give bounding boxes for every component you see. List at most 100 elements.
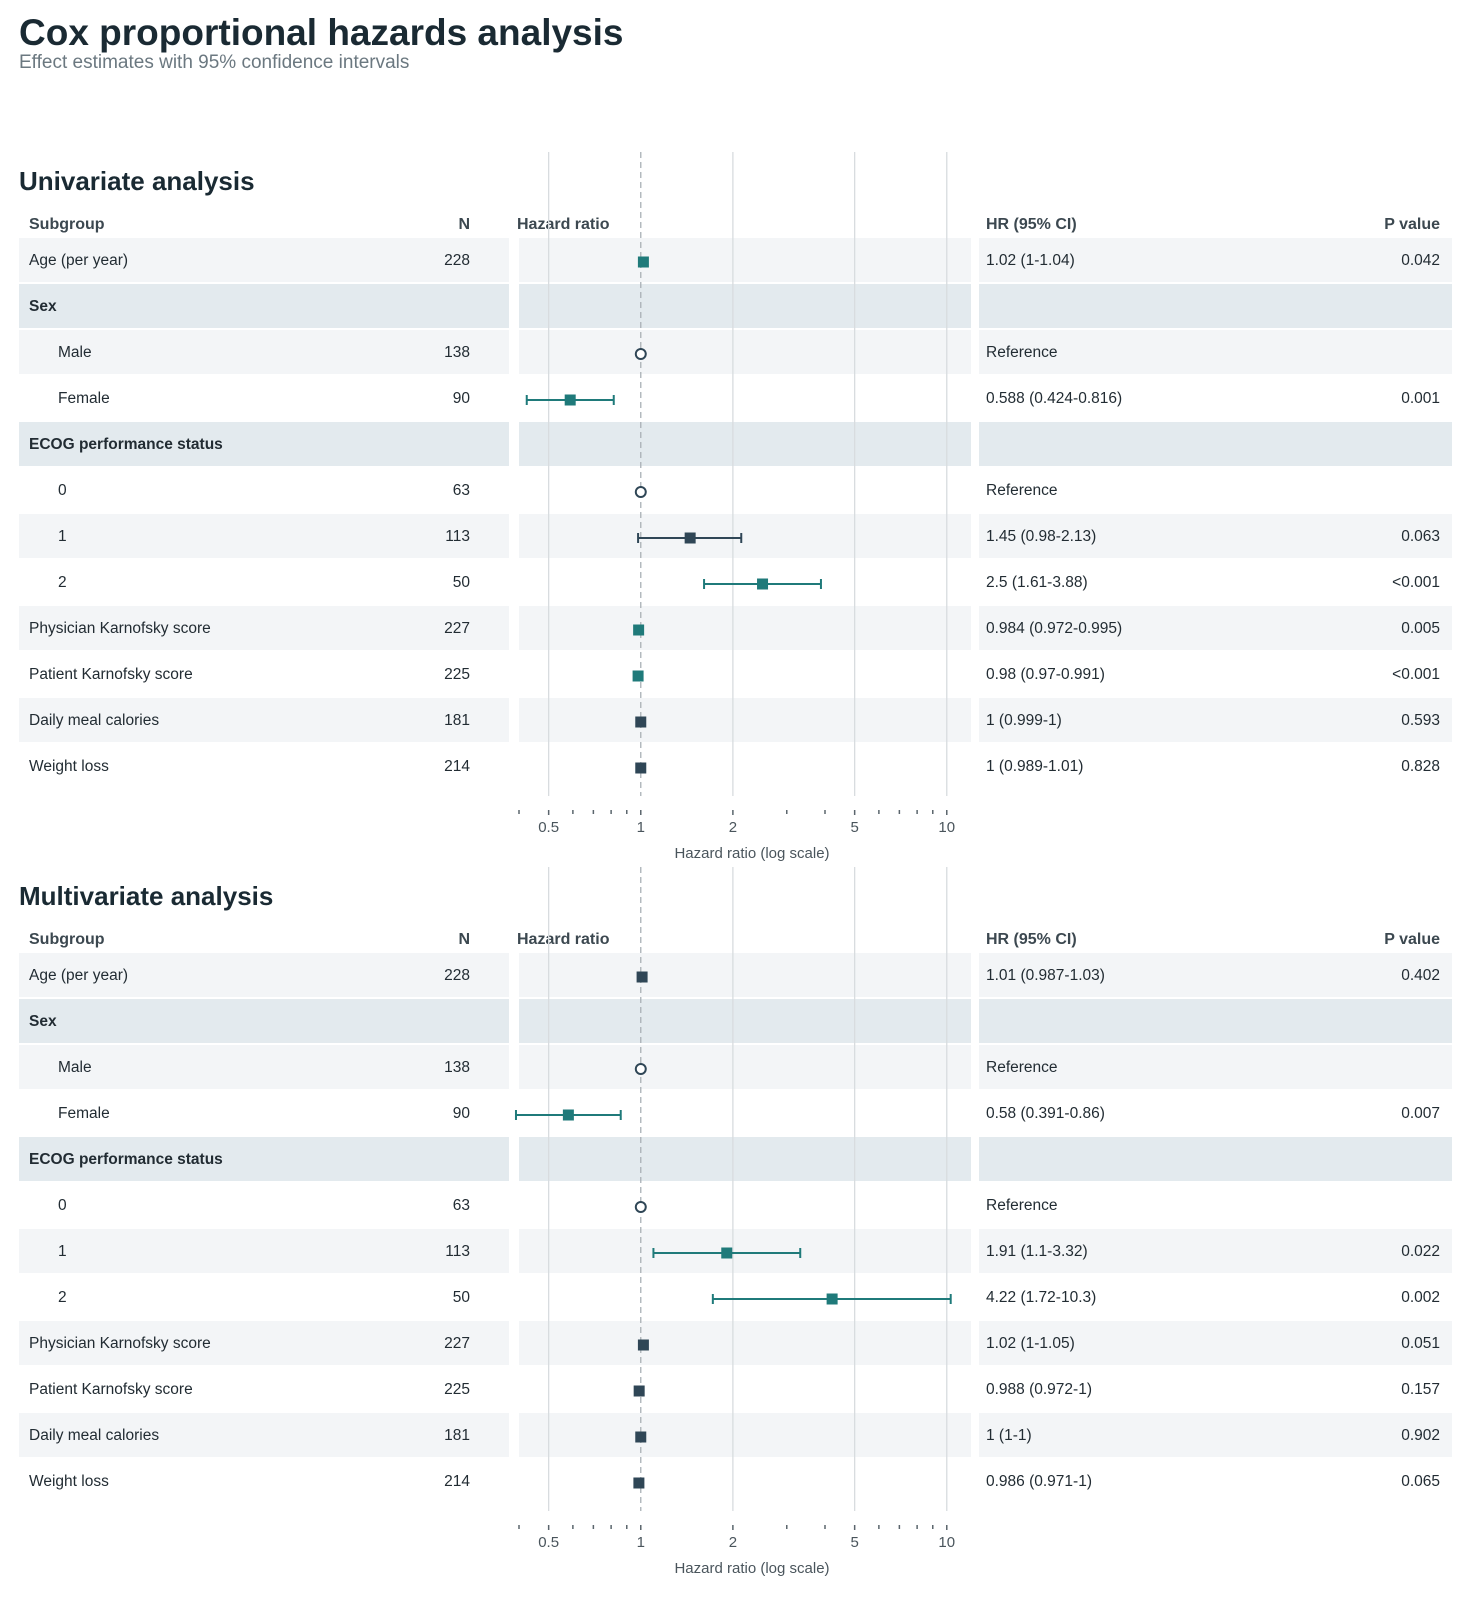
hr-ci-value: 1 (0.999-1) xyxy=(986,712,1062,729)
row-label: Male xyxy=(58,1059,92,1076)
row-background xyxy=(19,284,509,328)
tick-label: 1 xyxy=(637,1534,645,1551)
header-hr-ci: HR (95% CI) xyxy=(986,216,1077,233)
hr-point xyxy=(564,394,576,406)
tick-label: 10 xyxy=(938,819,955,836)
row-label: Age (per year) xyxy=(29,967,129,984)
reference-marker xyxy=(634,1201,647,1213)
n-value: 227 xyxy=(444,620,470,637)
row-background xyxy=(519,330,971,374)
hr-ci-value: 1 (1-1) xyxy=(986,1427,1032,1444)
row-background xyxy=(979,1321,1452,1365)
row-background xyxy=(979,422,1452,466)
tick-label: 10 xyxy=(938,1534,955,1551)
n-value: 181 xyxy=(444,712,470,729)
row-background xyxy=(519,1045,971,1089)
row-label: Patient Karnofsky score xyxy=(29,666,193,683)
header-p-value: P value xyxy=(1384,931,1440,948)
hr-point xyxy=(633,624,645,636)
row-background xyxy=(519,422,971,466)
header-hr-ci: HR (95% CI) xyxy=(986,931,1077,948)
row-label: Female xyxy=(58,1105,110,1122)
p-value: <0.001 xyxy=(1392,666,1440,683)
x-axis-label: Hazard ratio (log scale) xyxy=(674,845,829,862)
row-label: Daily meal calories xyxy=(29,712,160,729)
hr-point xyxy=(684,532,696,544)
row-background xyxy=(519,1413,971,1457)
hr-point xyxy=(635,762,647,774)
header-hazard-ratio: Hazard ratio xyxy=(517,216,610,233)
panel-title: Univariate analysis xyxy=(19,166,255,196)
n-value: 138 xyxy=(444,1059,470,1076)
hr-ci-value: 1.01 (0.987-1.03) xyxy=(986,967,1105,984)
p-value: 0.157 xyxy=(1401,1381,1440,1398)
row-background xyxy=(979,284,1452,328)
row-label: Physician Karnofsky score xyxy=(29,1335,211,1352)
p-value: 0.051 xyxy=(1401,1335,1440,1352)
row-background xyxy=(519,1321,971,1365)
row-background xyxy=(19,606,509,650)
row-background xyxy=(19,1321,509,1365)
row-background xyxy=(519,698,971,742)
reference-marker xyxy=(634,1063,647,1075)
hr-ci-value: 0.988 (0.972-1) xyxy=(986,1381,1092,1398)
hr-ci-value: Reference xyxy=(986,1197,1058,1214)
header-n: N xyxy=(458,216,470,233)
hr-ci-value: 4.22 (1.72-10.3) xyxy=(986,1289,1097,1306)
hr-point xyxy=(826,1293,838,1305)
hr-point xyxy=(635,716,647,728)
tick-label: 1 xyxy=(637,819,645,836)
row-background xyxy=(19,999,509,1043)
row-background xyxy=(519,1137,971,1181)
n-value: 214 xyxy=(444,1473,470,1490)
page-subtitle: Effect estimates with 95% confidence int… xyxy=(19,52,410,73)
p-value: 0.593 xyxy=(1401,712,1440,729)
row-background xyxy=(979,999,1452,1043)
row-background xyxy=(979,514,1452,558)
p-value: 0.022 xyxy=(1401,1243,1440,1260)
header-subgroup: Subgroup xyxy=(29,216,105,233)
hr-point xyxy=(562,1109,574,1121)
header-p-value: P value xyxy=(1384,216,1440,233)
row-background xyxy=(19,422,509,466)
hr-point xyxy=(757,578,769,590)
group-label: ECOG performance status xyxy=(29,436,223,453)
row-background xyxy=(519,999,971,1043)
tick-label: 0.5 xyxy=(538,819,559,836)
tick-label: 0.5 xyxy=(538,1534,559,1551)
hr-ci-value: 1.02 (1-1.04) xyxy=(986,252,1075,269)
tick-label: 5 xyxy=(850,1534,858,1551)
n-value: 50 xyxy=(452,574,470,591)
row-background xyxy=(979,1413,1452,1457)
x-axis-label: Hazard ratio (log scale) xyxy=(674,1560,829,1577)
hr-ci-value: 0.588 (0.424-0.816) xyxy=(986,390,1123,407)
group-label: ECOG performance status xyxy=(29,1151,223,1168)
panel-title: Multivariate analysis xyxy=(19,881,274,911)
p-value: 0.828 xyxy=(1401,758,1440,775)
row-background xyxy=(519,514,971,558)
row-background xyxy=(19,953,509,997)
row-background xyxy=(979,330,1452,374)
row-label: Female xyxy=(58,390,110,407)
row-background xyxy=(19,1413,509,1457)
forest-plot: 0.5 1 2 5 10 Hazard ratio (log scale) xyxy=(514,867,955,1577)
n-value: 63 xyxy=(452,482,470,499)
group-label: Sex xyxy=(29,298,57,315)
p-value: 0.005 xyxy=(1401,620,1440,637)
n-value: 225 xyxy=(444,1381,470,1398)
hr-ci-value: 0.58 (0.391-0.86) xyxy=(986,1105,1105,1122)
row-label: 2 xyxy=(58,1289,67,1306)
row-background xyxy=(519,238,971,282)
hr-point xyxy=(635,1431,647,1443)
n-value: 225 xyxy=(444,666,470,683)
hr-point xyxy=(637,1339,649,1351)
row-background xyxy=(519,284,971,328)
row-label: 2 xyxy=(58,574,67,591)
row-label: 0 xyxy=(58,1197,67,1214)
row-background xyxy=(19,1137,509,1181)
row-background xyxy=(519,606,971,650)
row-background xyxy=(979,606,1452,650)
row-background xyxy=(979,238,1452,282)
tick-label: 2 xyxy=(729,819,737,836)
n-value: 90 xyxy=(452,1105,470,1122)
